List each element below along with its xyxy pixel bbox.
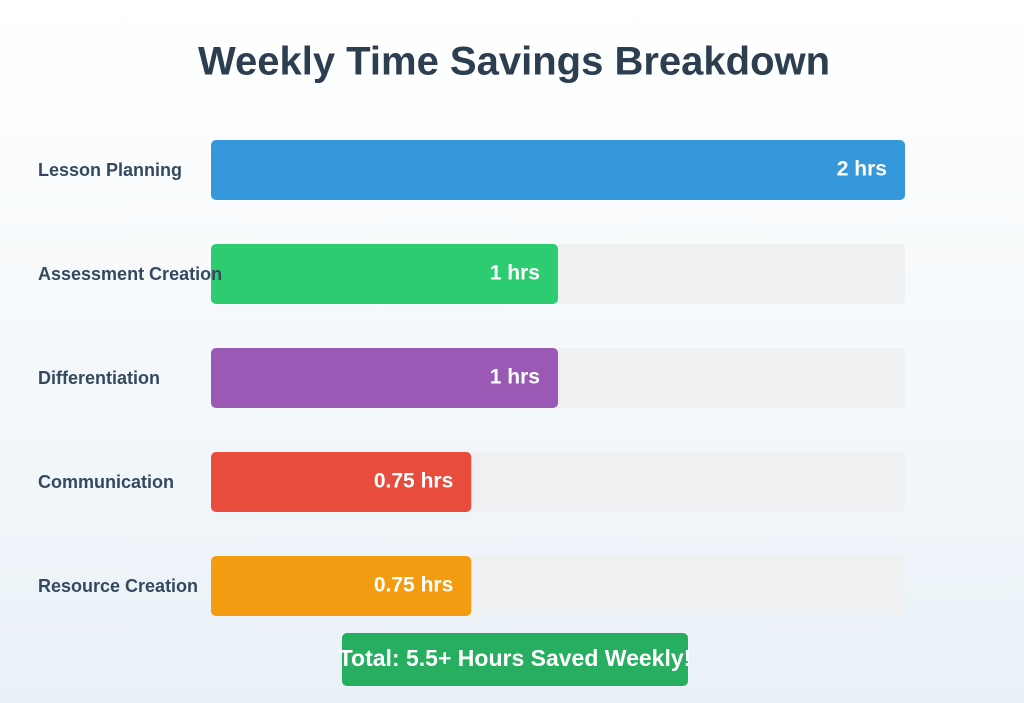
category-label: Communication (38, 472, 174, 492)
value-label: 0.75 hrs (374, 574, 453, 597)
category-label: Resource Creation (38, 576, 198, 596)
category-label: Differentiation (38, 368, 160, 388)
value-label: 2 hrs (837, 158, 887, 181)
total-badge (342, 633, 688, 686)
value-label: 1 hrs (490, 262, 540, 285)
bar (211, 348, 558, 408)
total-annotation: Total: 5.5+ Hours Saved Weekly! (339, 645, 692, 671)
category-label: Lesson Planning (38, 160, 182, 180)
value-label: 1 hrs (490, 366, 540, 389)
bar (211, 452, 472, 512)
chart-title: Weekly Time Savings Breakdown (198, 40, 830, 84)
category-label: Assessment Creation (38, 264, 222, 284)
bars: Lesson Planning 2 hrs Assessment Creation 1… (38, 140, 905, 616)
bar (211, 556, 472, 616)
value-label: 0.75 hrs (374, 470, 453, 493)
bar (211, 244, 558, 304)
bar (211, 140, 905, 200)
